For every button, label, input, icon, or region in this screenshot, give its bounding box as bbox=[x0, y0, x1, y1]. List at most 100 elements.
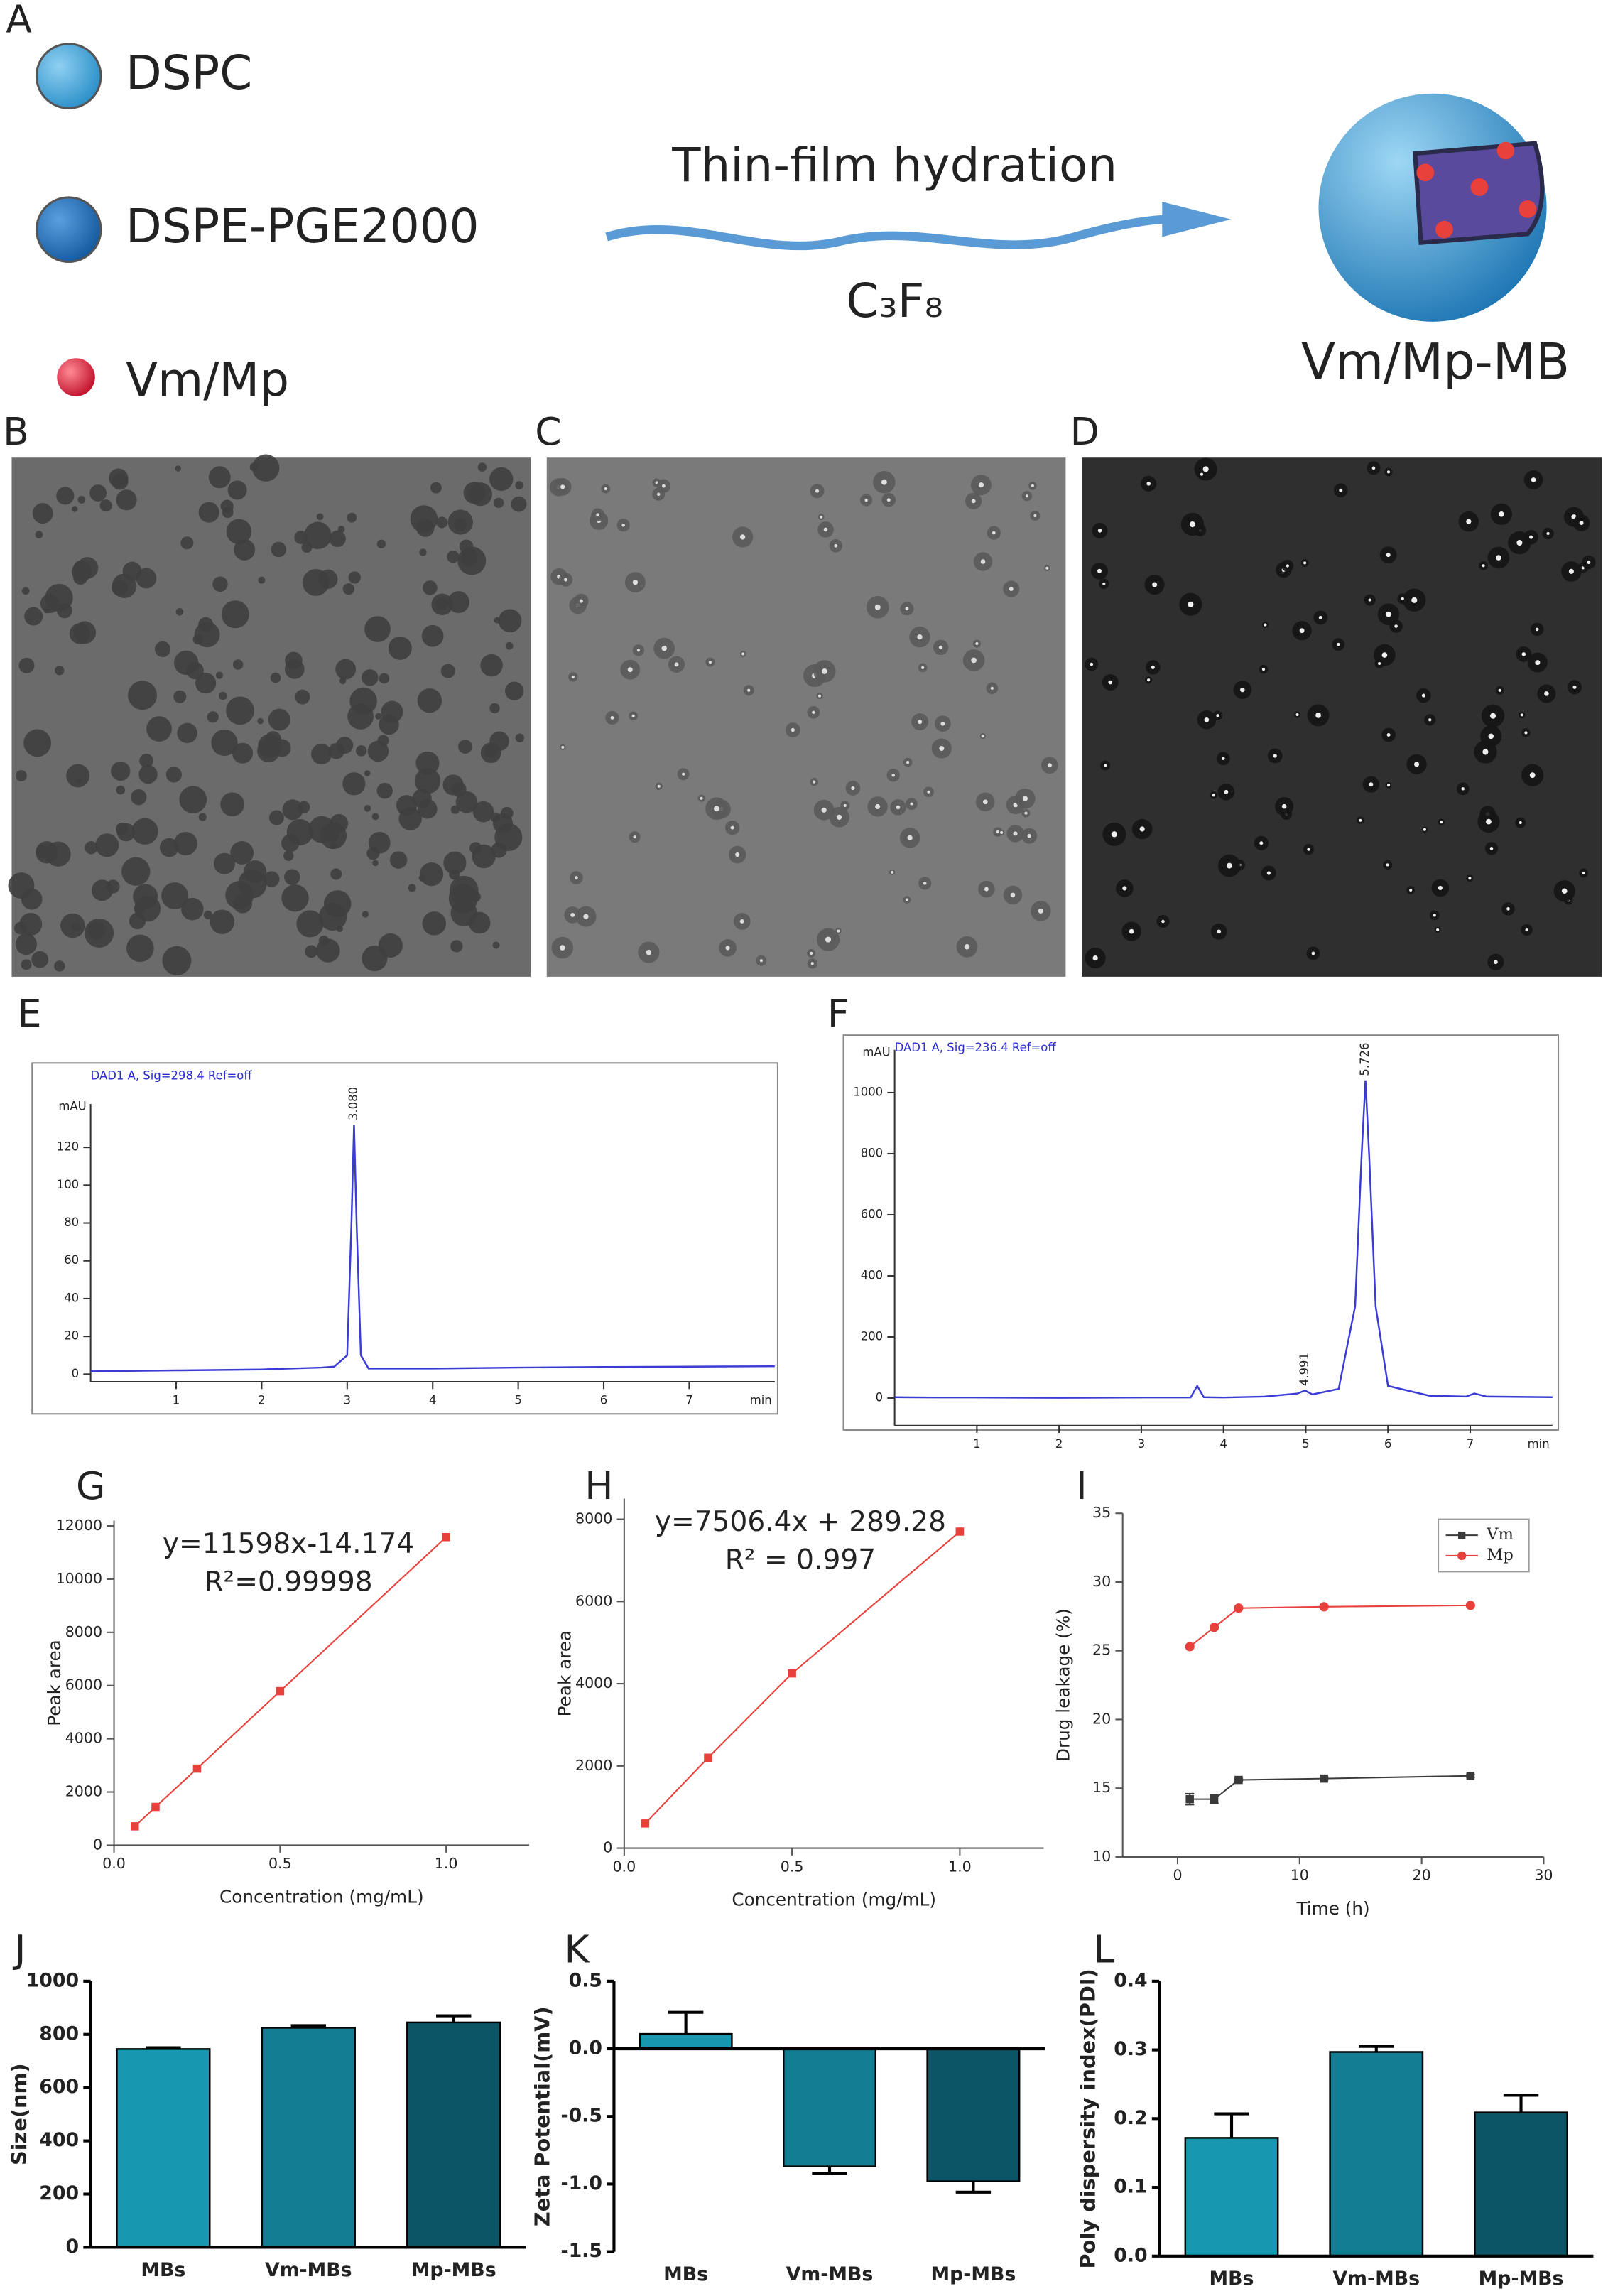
bubble-core bbox=[923, 882, 927, 885]
bubble bbox=[511, 496, 527, 512]
bubble-core bbox=[1466, 519, 1472, 524]
x-tick-label: 30 bbox=[1534, 1867, 1553, 1884]
y-tick-label: 120 bbox=[57, 1140, 79, 1154]
bubble bbox=[362, 911, 369, 918]
bubble-core bbox=[1496, 555, 1501, 561]
bubble bbox=[268, 708, 290, 731]
bubble bbox=[116, 785, 126, 795]
bubble bbox=[422, 911, 447, 936]
bubble bbox=[316, 513, 324, 521]
bubble bbox=[198, 813, 207, 821]
bubble-core bbox=[1337, 642, 1340, 646]
bubble-core bbox=[1161, 919, 1165, 924]
bubble bbox=[337, 526, 345, 534]
bubble bbox=[134, 895, 161, 922]
bubble bbox=[379, 714, 399, 735]
bubble-core bbox=[812, 710, 815, 715]
bubble-core bbox=[1587, 561, 1591, 565]
bubble bbox=[418, 874, 426, 882]
bubble bbox=[316, 938, 340, 963]
bubble bbox=[203, 910, 212, 919]
bubble-core bbox=[1521, 652, 1526, 656]
y-tick-label: 0 bbox=[66, 2236, 80, 2258]
bubble bbox=[146, 716, 172, 742]
bubble-core bbox=[662, 484, 666, 488]
y-tick-label: 12000 bbox=[56, 1517, 102, 1534]
bubble bbox=[264, 871, 280, 887]
bubble bbox=[175, 465, 182, 472]
bubble bbox=[116, 823, 129, 835]
chart-title: DAD1 A, Sig=236.4 Ref=off bbox=[895, 1041, 1057, 1054]
marker bbox=[788, 1669, 796, 1678]
y-tick-label: 0 bbox=[93, 1836, 102, 1853]
bubble-core bbox=[656, 492, 661, 497]
bubble bbox=[362, 669, 379, 686]
bubble bbox=[419, 548, 427, 556]
bubble bbox=[226, 696, 254, 725]
bubble-core bbox=[975, 641, 979, 646]
bubble-core bbox=[561, 745, 565, 749]
bubble-core bbox=[821, 668, 827, 674]
bubble-core bbox=[1414, 762, 1420, 767]
bubble-core bbox=[682, 772, 685, 776]
bubble bbox=[368, 831, 391, 854]
bubble bbox=[23, 729, 51, 757]
bubble-core bbox=[1212, 794, 1215, 797]
bar bbox=[783, 2047, 877, 2167]
bubble bbox=[295, 689, 310, 705]
bubble-core bbox=[1535, 660, 1541, 666]
y-tick-label: 10000 bbox=[56, 1570, 102, 1587]
bubble-core bbox=[1045, 566, 1049, 570]
x-tick-label: 0.0 bbox=[102, 1855, 126, 1872]
bubble-core bbox=[759, 959, 763, 963]
y-tick-label: 0.0 bbox=[1114, 2244, 1147, 2266]
drug-dot bbox=[1416, 163, 1435, 182]
y-tick-label: -1.0 bbox=[560, 2172, 602, 2194]
bubble-core bbox=[984, 887, 989, 892]
bubble-core bbox=[1411, 597, 1418, 603]
panel-label: F bbox=[827, 991, 849, 1036]
bubble bbox=[430, 482, 442, 494]
bar bbox=[1329, 2051, 1424, 2258]
bubble-core bbox=[1581, 566, 1585, 570]
y-tick-label: 600 bbox=[861, 1208, 883, 1221]
bubble-core bbox=[575, 876, 578, 879]
bubble bbox=[301, 542, 313, 553]
bubble bbox=[355, 745, 367, 757]
bubble-core bbox=[708, 661, 712, 664]
bubble-core bbox=[621, 523, 625, 527]
equation: R² = 0.997 bbox=[725, 1544, 876, 1576]
data-line bbox=[1189, 1604, 1471, 1647]
bubble-core bbox=[604, 487, 607, 491]
bubble-core bbox=[1151, 665, 1155, 669]
y-tick-label: 6000 bbox=[65, 1677, 102, 1694]
bubble bbox=[325, 823, 336, 833]
bubble bbox=[367, 740, 389, 762]
bubble-core bbox=[1303, 561, 1307, 565]
equation: y=7506.4x + 289.28 bbox=[655, 1506, 946, 1538]
y-tick-label: 25 bbox=[1092, 1642, 1111, 1659]
micrograph-texture bbox=[8, 454, 1596, 975]
bubble bbox=[447, 591, 470, 614]
bubble-core bbox=[1401, 597, 1404, 600]
bubble bbox=[504, 681, 524, 700]
bubble bbox=[328, 742, 344, 759]
y-tick-label: 600 bbox=[39, 2076, 79, 2098]
bubble bbox=[364, 770, 371, 776]
bubble bbox=[281, 884, 309, 912]
bubble-core bbox=[1224, 789, 1229, 794]
bubble-core bbox=[700, 796, 703, 800]
marker bbox=[1319, 1602, 1329, 1612]
bubble bbox=[175, 607, 184, 616]
x-tick-label: MBs bbox=[141, 2259, 185, 2281]
bubble bbox=[24, 607, 43, 626]
bubble bbox=[310, 743, 332, 765]
y-tick-label: 15 bbox=[1092, 1779, 1111, 1796]
bubble bbox=[112, 579, 129, 596]
bubble bbox=[284, 869, 300, 885]
bubble-core bbox=[1386, 611, 1391, 617]
equation: y=11598x-14.174 bbox=[163, 1528, 414, 1560]
bubble bbox=[66, 764, 90, 788]
marker bbox=[1210, 1794, 1219, 1804]
bubble bbox=[173, 690, 187, 703]
